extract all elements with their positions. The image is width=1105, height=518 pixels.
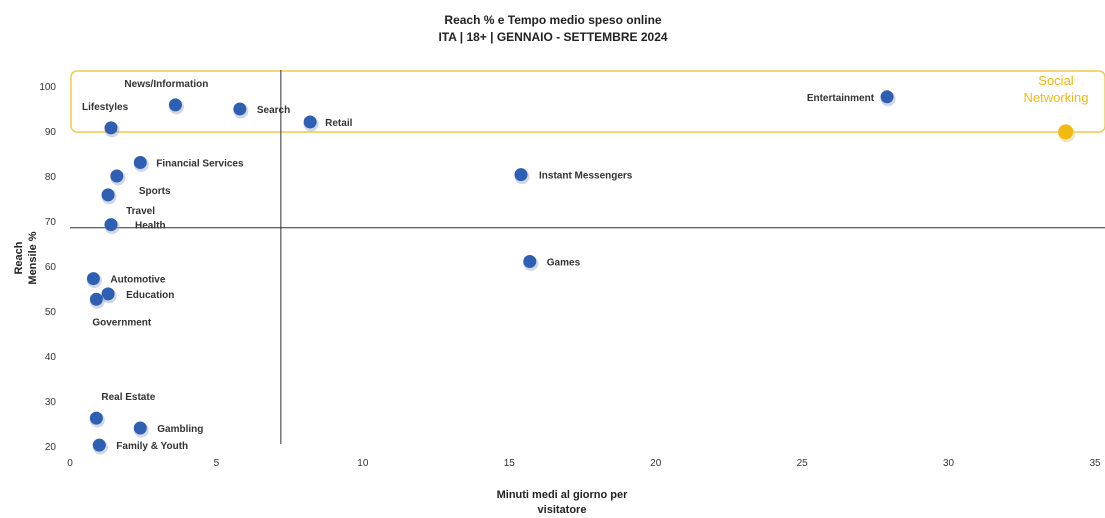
y-axis-title-line-1: Reach xyxy=(13,241,25,274)
x-axis-title: Minuti medi al giorno per visitatore xyxy=(497,489,629,516)
plot-area: 20 30 40 50 60 70 80 90 100 0 5 10 15 20 25 30 35 News/In… xyxy=(39,70,1105,469)
data-label: Lifestyles xyxy=(82,102,129,113)
data-label: Government xyxy=(92,317,152,328)
data-point xyxy=(133,156,147,169)
y-tick-label: 40 xyxy=(45,352,57,363)
y-tick-label: 20 xyxy=(45,442,57,453)
y-tick-label: 90 xyxy=(45,127,57,138)
data-point xyxy=(101,287,115,301)
y-axis-title: Reach Mensile % xyxy=(13,231,39,284)
x-tick-label: 15 xyxy=(504,458,516,469)
data-point xyxy=(514,168,528,182)
y-tick-label: 70 xyxy=(45,217,57,228)
data-point xyxy=(233,102,247,116)
data-label: Sports xyxy=(139,186,171,197)
data-label: Automotive xyxy=(110,275,165,286)
data-label: Real Estate xyxy=(101,392,155,403)
y-tick-label: 100 xyxy=(39,82,56,93)
data-label: News/Information xyxy=(124,79,208,90)
data-point xyxy=(89,292,103,306)
y-tick-label: 30 xyxy=(45,397,57,408)
data-label: Travel xyxy=(126,206,155,217)
data-point xyxy=(104,218,118,232)
chart-title-line-2: ITA | 18+ | GENNAIO - SETTEMBRE 2024 xyxy=(438,30,667,44)
x-tick-label: 25 xyxy=(797,458,809,469)
x-tick-label: 35 xyxy=(1089,458,1101,469)
data-label: Entertainment xyxy=(807,93,875,104)
data-point xyxy=(92,438,106,452)
top-reach-highlight-box xyxy=(70,70,1105,133)
data-label: Retail xyxy=(325,118,352,129)
data-point xyxy=(89,411,103,425)
data-point xyxy=(168,98,182,112)
chart-title: Reach % e Tempo medio speso online ITA |… xyxy=(438,13,667,44)
chart-title-line-1: Reach % e Tempo medio speso online xyxy=(444,13,661,27)
x-tick-label: 0 xyxy=(67,458,73,469)
y-tick-label: 50 xyxy=(45,307,57,318)
data-label: Gambling xyxy=(157,424,203,435)
data-point xyxy=(523,255,537,268)
data-point xyxy=(101,188,115,202)
data-point xyxy=(133,421,147,435)
data-label: Education xyxy=(126,290,174,301)
y-tick-label: 60 xyxy=(45,262,57,273)
highlight-point xyxy=(1058,124,1074,140)
x-tick-label: 30 xyxy=(943,458,955,469)
data-point xyxy=(303,115,317,129)
data-label: Financial Services xyxy=(156,159,244,170)
data-point xyxy=(880,90,894,104)
x-tick-label: 20 xyxy=(650,458,662,469)
data-label: Search xyxy=(257,105,290,116)
data-label: Family & Youth xyxy=(116,441,188,452)
x-axis-title-line-2: visitatore xyxy=(538,504,587,516)
y-tick-label: 80 xyxy=(45,172,57,183)
highlight-label: Social xyxy=(1038,73,1074,88)
data-label: Instant Messengers xyxy=(539,171,633,182)
data-point xyxy=(110,169,124,183)
highlight-label: Networking xyxy=(1023,90,1088,105)
x-tick-label: 5 xyxy=(214,458,220,469)
x-axis-title-line-1: Minuti medi al giorno per xyxy=(497,489,629,501)
data-point xyxy=(104,121,118,135)
x-tick-label: 10 xyxy=(357,458,369,469)
data-point xyxy=(86,272,100,286)
data-label: Games xyxy=(547,258,581,269)
y-axis-title-line-2: Mensile % xyxy=(27,231,39,284)
data-label: Health xyxy=(135,221,166,232)
